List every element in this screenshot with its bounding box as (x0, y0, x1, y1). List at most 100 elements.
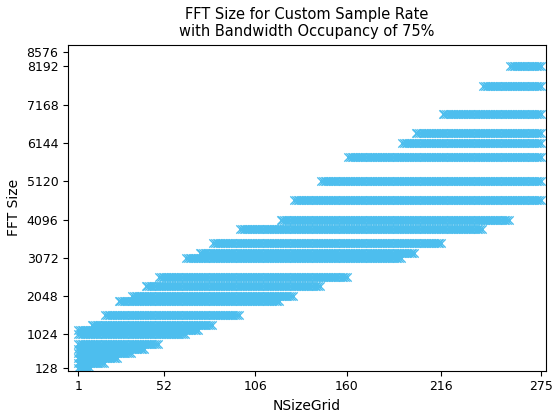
Point (276, 249, 285, 256)
Point (504, 130, 513, 137)
Point (484, 216, 493, 223)
Point (432, 240, 441, 247)
Point (237, 249, 246, 256)
Point (79, 331, 88, 338)
Point (279, 226, 288, 232)
Point (454, 226, 463, 232)
Point (121, 312, 130, 318)
Point (457, 216, 466, 223)
Point (242, 226, 251, 232)
Point (108, 341, 116, 347)
Point (386, 178, 395, 185)
Point (484, 82, 493, 89)
Point (416, 197, 425, 204)
Point (141, 341, 150, 347)
Point (465, 111, 474, 118)
Point (249, 249, 258, 256)
Point (302, 240, 311, 247)
Point (408, 178, 417, 185)
Point (340, 249, 349, 256)
Point (472, 197, 481, 204)
Point (317, 216, 326, 223)
Point (438, 178, 447, 185)
Point (325, 240, 334, 247)
Point (246, 273, 255, 280)
Point (340, 216, 349, 223)
Point (199, 283, 208, 290)
Point (325, 249, 334, 256)
Point (156, 283, 165, 290)
Point (332, 226, 341, 232)
Point (329, 226, 338, 232)
Point (524, 140, 533, 147)
Point (163, 293, 172, 299)
Point (427, 197, 436, 204)
Point (394, 226, 403, 232)
Point (531, 82, 540, 89)
Point (79, 365, 88, 371)
Point (264, 293, 273, 299)
Point (529, 140, 538, 147)
Point (486, 178, 494, 185)
Point (517, 140, 526, 147)
Point (197, 293, 206, 299)
Point (487, 216, 496, 223)
Point (279, 293, 288, 299)
Point (165, 331, 174, 338)
Point (362, 226, 371, 232)
Point (165, 283, 174, 290)
Point (202, 255, 211, 261)
Point (131, 341, 140, 347)
Point (134, 341, 143, 347)
Point (131, 312, 140, 318)
Point (143, 326, 152, 333)
Point (121, 297, 130, 304)
Point (472, 178, 481, 185)
Point (389, 255, 398, 261)
Point (409, 197, 418, 204)
Point (521, 140, 530, 147)
Point (309, 249, 318, 256)
Point (251, 249, 260, 256)
Point (248, 255, 256, 261)
Point (195, 249, 204, 256)
Point (482, 82, 491, 89)
Point (143, 341, 152, 347)
Point (180, 273, 189, 280)
Point (190, 326, 199, 333)
Point (357, 226, 366, 232)
Point (357, 240, 366, 247)
Point (136, 293, 145, 299)
Point (521, 63, 530, 70)
Point (185, 273, 194, 280)
Point (438, 140, 447, 147)
Point (284, 293, 293, 299)
Point (504, 216, 513, 223)
Point (209, 283, 218, 290)
Point (427, 240, 436, 247)
Point (139, 312, 148, 318)
Point (342, 226, 351, 232)
Point (261, 293, 270, 299)
Point (293, 197, 302, 204)
Point (151, 297, 160, 304)
Point (457, 130, 466, 137)
Point (236, 255, 245, 261)
Point (309, 273, 318, 280)
Point (522, 154, 531, 161)
Point (442, 216, 451, 223)
Point (82, 365, 91, 371)
Point (300, 226, 309, 232)
Point (288, 255, 297, 261)
Point (232, 249, 241, 256)
Point (398, 178, 407, 185)
Point (202, 321, 211, 328)
Point (214, 240, 223, 247)
Point (231, 297, 240, 304)
Point (509, 82, 518, 89)
Point (327, 178, 336, 185)
Point (464, 216, 473, 223)
Point (335, 255, 344, 261)
Point (97, 360, 106, 366)
Point (371, 216, 380, 223)
